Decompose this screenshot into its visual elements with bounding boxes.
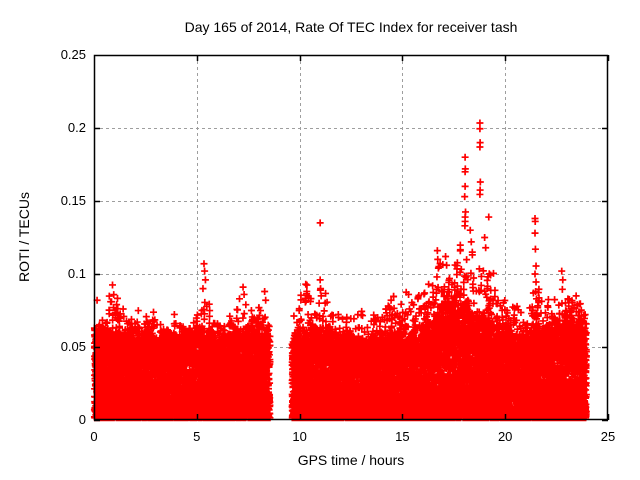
x-axis-label: GPS time / hours <box>297 452 405 468</box>
y-tick-label: 0 <box>78 412 86 427</box>
y-tick-label: 0.25 <box>60 47 86 62</box>
y-tick-label: 0.05 <box>60 339 86 354</box>
x-tick-label: 10 <box>292 429 307 444</box>
chart-title: Day 165 of 2014, Rate Of TEC Index for r… <box>184 19 518 35</box>
x-tick-label: 5 <box>193 429 201 444</box>
x-tick-label: 20 <box>497 429 513 444</box>
y-tick-label: 0.15 <box>60 193 86 208</box>
y-tick-label: 0.2 <box>67 120 86 135</box>
x-tick-label: 15 <box>395 429 410 444</box>
y-tick-label: 0.1 <box>67 266 86 281</box>
x-tick-label: 25 <box>600 429 616 444</box>
x-tick-label: 0 <box>90 429 98 444</box>
